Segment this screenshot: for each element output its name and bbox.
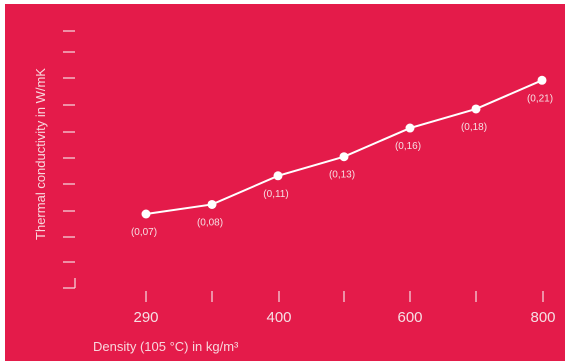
- chart-panel: 290 400 600 800 (0,07) (0,08) (0,11) (0,13) (0,…: [5, 4, 565, 361]
- data-point: [207, 199, 217, 209]
- data-point: [339, 152, 349, 162]
- x-axis: 290 400 600 800: [133, 291, 556, 326]
- series-line: [145, 79, 543, 215]
- data-point: [273, 171, 283, 181]
- data-point: [141, 209, 151, 219]
- x-axis-label: Density (105 °C) in kg/m³: [93, 339, 239, 354]
- x-tick-label: 800: [530, 309, 555, 326]
- data-label: (0,16): [395, 141, 421, 152]
- data-label: (0,18): [461, 122, 487, 133]
- data-label: (0,07): [131, 227, 157, 238]
- data-point: [405, 123, 415, 133]
- data-point: [471, 104, 481, 114]
- data-label: (0,21): [527, 93, 553, 104]
- data-label: (0,13): [329, 170, 355, 181]
- x-tick-label: 290: [133, 309, 158, 326]
- y-axis-label: Thermal conductivity in W/mK: [33, 68, 48, 240]
- data-point: [537, 75, 547, 85]
- x-tick-label: 400: [266, 309, 291, 326]
- data-label: (0,08): [197, 217, 223, 228]
- line-chart: 290 400 600 800 (0,07)(0,08)(0,11)(0,13)(0,…: [63, 30, 556, 326]
- x-tick-label: 600: [397, 309, 422, 326]
- series-line-group: (0,07) (0,08) (0,11) (0,13) (0,16) (0,18) (0,2…: [131, 75, 553, 238]
- y-axis: [63, 30, 76, 289]
- data-label: (0,11): [263, 189, 288, 200]
